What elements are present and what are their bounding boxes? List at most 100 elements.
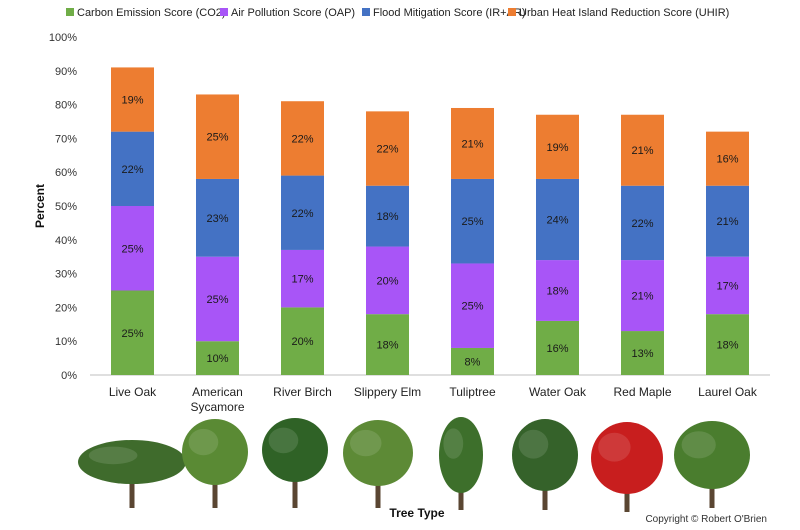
- data-label: 18%: [376, 340, 398, 352]
- trunk: [709, 484, 715, 508]
- data-label: 18%: [716, 340, 738, 352]
- river-birch-tree-icon: [262, 418, 328, 508]
- bar-segment: [451, 263, 494, 348]
- trunk: [292, 478, 298, 508]
- bar-segment: [281, 101, 324, 176]
- bar-segment: [196, 256, 239, 342]
- data-label: 20%: [291, 336, 313, 348]
- canopy-highlight: [88, 446, 138, 465]
- bar-segment: [111, 67, 154, 132]
- data-label: 25%: [121, 243, 143, 255]
- data-label: 17%: [716, 280, 738, 292]
- data-label: 22%: [291, 133, 313, 145]
- legend-swatch-2: [220, 8, 228, 16]
- y-tick-label: 90%: [55, 66, 77, 78]
- data-label: 25%: [206, 294, 228, 306]
- category-label: Live Oak: [109, 385, 157, 399]
- data-label: 19%: [546, 142, 568, 154]
- data-label: 21%: [631, 145, 653, 157]
- trunk: [212, 480, 218, 508]
- bar-segment: [111, 131, 154, 206]
- legend-label-4: Urban Heat Island Reduction Score (UHIR): [519, 7, 729, 19]
- canopy: [512, 419, 578, 491]
- bar-segment: [281, 307, 324, 375]
- y-tick-label: 50%: [55, 201, 77, 213]
- canopy-highlight: [188, 428, 219, 456]
- data-label: 8%: [465, 356, 481, 368]
- category-label: Tuliptree: [449, 385, 496, 399]
- bar-segment: [621, 331, 664, 375]
- bars: 25% 25% 22% 19% 10% 25% 23% 25% 20% 17% 22% 22% 18% 2…: [111, 67, 749, 375]
- bar-segment: [196, 341, 239, 375]
- data-label: 10%: [206, 353, 228, 365]
- data-label: 18%: [376, 211, 398, 223]
- y-tick-label: 60%: [55, 167, 77, 179]
- data-label: 17%: [291, 274, 313, 286]
- bar-segment: [196, 178, 239, 257]
- trunk: [375, 482, 381, 508]
- data-label: 16%: [716, 154, 738, 166]
- trunk: [458, 486, 464, 510]
- y-tick-label: 20%: [55, 302, 77, 314]
- data-label: 22%: [291, 208, 313, 220]
- category-label: River Birch: [273, 385, 332, 399]
- data-label: 25%: [206, 132, 228, 144]
- tree-images: [78, 417, 750, 512]
- canopy: [182, 419, 248, 485]
- y-tick-label: 80%: [55, 100, 77, 112]
- bar-segment: [621, 260, 664, 332]
- data-label: 21%: [631, 291, 653, 303]
- data-label: 20%: [376, 275, 398, 287]
- bar-segment: [706, 131, 749, 186]
- x-axis-title: Tree Type: [389, 506, 444, 520]
- canopy: [674, 421, 750, 489]
- legend-swatch-4: [508, 8, 516, 16]
- bar-segment: [451, 107, 494, 179]
- bar-segment: [536, 260, 579, 321]
- water-oak-tree-icon: [512, 419, 578, 510]
- data-label: 16%: [546, 343, 568, 355]
- laurel-oak-tree-icon: [674, 421, 750, 508]
- data-label: 22%: [121, 164, 143, 176]
- data-label: 25%: [461, 216, 483, 228]
- y-tick-label: 30%: [55, 269, 77, 281]
- y-axis: 0% 10% 20% 30% 40% 50% 60% 70% 80% 90% 100%: [49, 32, 770, 382]
- data-label: 25%: [461, 301, 483, 313]
- slippery-elm-tree-icon: [343, 420, 413, 508]
- category-label: Red Maple: [613, 385, 671, 399]
- canopy: [343, 420, 413, 486]
- canopy: [439, 417, 483, 493]
- sycamore-tree-icon: [182, 419, 248, 508]
- bar-segment: [366, 185, 409, 247]
- data-label: 24%: [546, 215, 568, 227]
- tuliptree-tree-icon: [439, 417, 483, 510]
- bar-segment: [706, 314, 749, 375]
- bar-segment: [111, 206, 154, 291]
- bar-segment: [366, 246, 409, 315]
- legend-label-1: Carbon Emission Score (CO2): [77, 7, 226, 19]
- y-tick-label: 0%: [61, 370, 77, 382]
- bar-segment: [451, 347, 494, 375]
- bar-segment: [281, 175, 324, 250]
- canopy-highlight: [268, 427, 299, 454]
- data-label: 19%: [121, 95, 143, 107]
- canopy: [78, 440, 186, 484]
- bar-segment: [451, 178, 494, 264]
- red-maple-tree-icon: [591, 422, 663, 512]
- data-label: 13%: [631, 348, 653, 360]
- category-label: Slippery Elm: [354, 385, 421, 399]
- bar-segment: [281, 249, 324, 308]
- bar-segment: [536, 178, 579, 261]
- trunk: [542, 486, 548, 510]
- legend-label-3: Flood Mitigation Score (IR+AR): [373, 7, 526, 19]
- bar-segment: [196, 94, 239, 179]
- canopy: [262, 418, 328, 482]
- bar-segment: [111, 290, 154, 375]
- copyright-text: Copyright © Robert O'Brien: [645, 514, 767, 525]
- data-label: 22%: [376, 144, 398, 156]
- bar-segment: [621, 114, 664, 186]
- category-label: Laurel Oak: [698, 385, 758, 399]
- category-label: American: [192, 385, 243, 399]
